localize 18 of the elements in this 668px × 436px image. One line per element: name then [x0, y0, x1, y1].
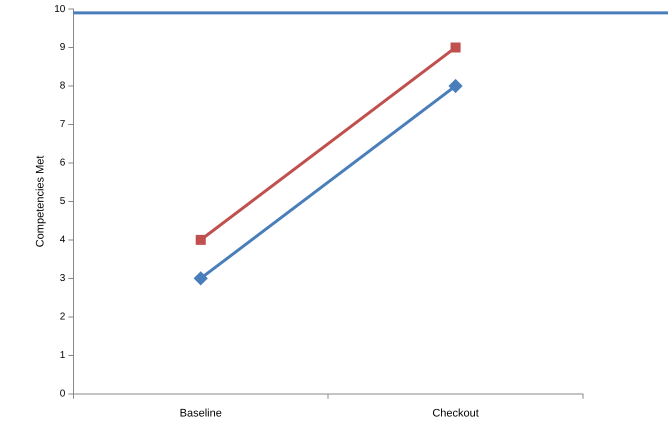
point — [196, 234, 206, 245]
point — [194, 272, 208, 285]
x-tick-label: Checkout — [432, 407, 479, 420]
y-tick-label: 4 — [60, 234, 66, 246]
y-tick-label: 9 — [60, 42, 66, 54]
point — [450, 42, 461, 53]
y-tick-label: 0 — [60, 388, 66, 400]
y-tick-label: 5 — [60, 196, 66, 208]
y-tick-label: 8 — [60, 80, 66, 92]
y-tick-label: 7 — [60, 119, 66, 130]
y-tick-label: 1 — [60, 350, 66, 362]
point — [449, 79, 462, 92]
y-tick-label: 3 — [60, 273, 66, 284]
y-tick-label: 10 — [54, 4, 66, 15]
y-tick-label: 6 — [60, 158, 66, 169]
y-tick-label: 2 — [60, 312, 66, 323]
x-tick-label: Baseline — [180, 407, 222, 420]
y-axis-title: Competencies Met — [34, 156, 47, 248]
